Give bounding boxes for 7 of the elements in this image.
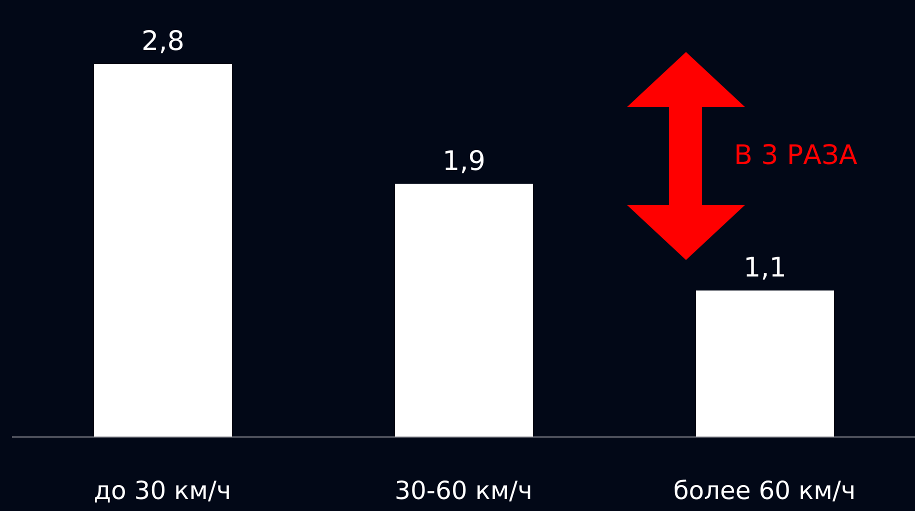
x-tick-label: до 30 км/ч (94, 476, 232, 505)
data-label: 1,9 (442, 146, 486, 177)
x-tick-label: 30-60 км/ч (394, 476, 532, 505)
x-tick-label: более 60 км/ч (673, 476, 856, 505)
annotation: В 3 РАЗА (734, 140, 858, 171)
data-label: 2,8 (142, 26, 184, 57)
data-label: 1,1 (744, 252, 786, 284)
